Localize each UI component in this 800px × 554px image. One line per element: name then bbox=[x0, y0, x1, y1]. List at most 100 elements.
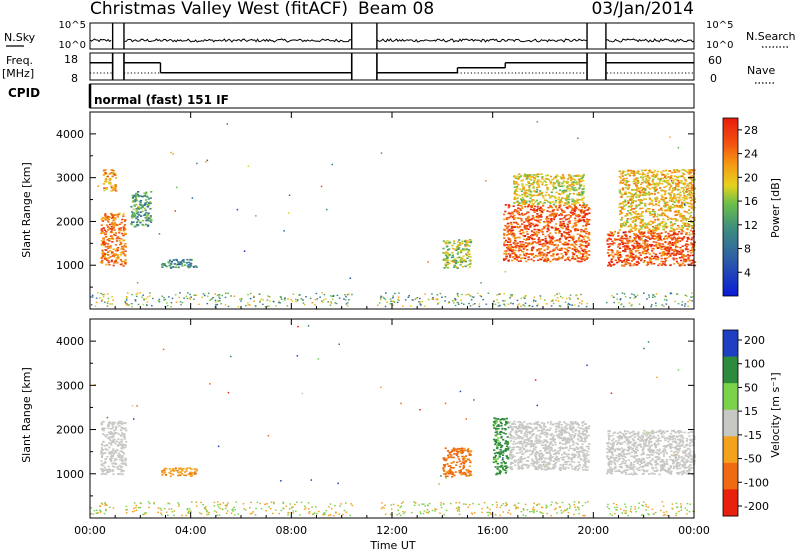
echo-cell bbox=[552, 185, 555, 188]
ground-scatter-cell bbox=[469, 305, 472, 307]
echo-cell bbox=[108, 173, 111, 175]
echo-cell bbox=[635, 204, 638, 207]
echo-cell bbox=[641, 247, 644, 249]
echo-cell bbox=[657, 243, 661, 245]
power-ylabel: Slant Range [km] bbox=[20, 162, 33, 258]
echo-cell bbox=[456, 452, 459, 454]
echo-cell bbox=[676, 176, 680, 179]
echo-cell bbox=[115, 190, 118, 192]
echo-cell bbox=[626, 248, 629, 251]
echo-cell bbox=[566, 257, 569, 260]
echo-cell bbox=[635, 245, 638, 248]
echo-cell bbox=[681, 225, 684, 227]
echo-cell bbox=[585, 258, 588, 260]
ground-scatter-cell bbox=[453, 302, 455, 304]
echo-cell bbox=[550, 220, 553, 222]
echo-cell bbox=[509, 232, 512, 235]
echo-cell bbox=[138, 200, 141, 203]
echo-cell bbox=[586, 218, 589, 221]
echo-cell bbox=[531, 176, 535, 178]
echo-cell bbox=[683, 260, 686, 263]
echo-cell bbox=[581, 199, 584, 201]
ground-scatter-cell bbox=[619, 298, 622, 301]
echo-cell bbox=[588, 207, 591, 210]
echo-cell bbox=[657, 234, 660, 237]
echo-cell bbox=[531, 460, 534, 462]
echo-cell bbox=[506, 241, 509, 243]
echo-cell bbox=[516, 255, 519, 257]
echo-cell bbox=[527, 221, 530, 224]
echo-cell bbox=[649, 202, 652, 204]
echo-cell bbox=[509, 246, 512, 249]
echo-cell bbox=[580, 240, 583, 243]
ground-scatter-cell bbox=[569, 298, 571, 300]
echo-cell bbox=[638, 173, 641, 175]
echo-cell bbox=[643, 198, 646, 200]
echo-cell bbox=[565, 189, 568, 192]
echo-cell bbox=[660, 255, 663, 257]
echo-cell bbox=[110, 230, 113, 233]
echo-cell bbox=[653, 232, 656, 234]
echo-cell bbox=[666, 179, 669, 182]
echo-cell bbox=[674, 246, 678, 248]
echo-cell bbox=[458, 448, 461, 450]
echo-cell bbox=[662, 218, 665, 220]
echo-cell bbox=[505, 234, 509, 236]
echo-cell bbox=[456, 453, 459, 456]
echo-cell bbox=[683, 176, 686, 179]
echo-cell bbox=[672, 232, 675, 234]
ground-scatter-cell bbox=[631, 293, 633, 295]
echo-cell bbox=[503, 218, 506, 221]
echo-cell bbox=[511, 252, 514, 255]
ground-scatter-cell bbox=[408, 295, 410, 297]
echo-cell bbox=[551, 236, 554, 238]
echo-cell bbox=[556, 253, 559, 256]
echo-cell bbox=[112, 453, 115, 455]
ground-scatter-cell bbox=[125, 303, 127, 305]
echo-cell bbox=[460, 250, 463, 252]
sparse-echo bbox=[196, 162, 198, 165]
echo-cell bbox=[516, 242, 519, 244]
echo-cell bbox=[515, 194, 518, 196]
echo-cell bbox=[683, 183, 686, 185]
echo-cell bbox=[657, 223, 660, 226]
echo-cell bbox=[107, 260, 110, 262]
echo-cell bbox=[454, 248, 457, 251]
echo-cell bbox=[541, 182, 544, 184]
echo-cell bbox=[624, 187, 627, 189]
echo-cell bbox=[551, 238, 554, 240]
echo-cell bbox=[103, 252, 106, 255]
echo-cell bbox=[103, 189, 106, 192]
echo-cell bbox=[136, 218, 140, 221]
echo-cell bbox=[143, 214, 146, 216]
echo-cell bbox=[634, 177, 637, 180]
echo-cell bbox=[519, 209, 522, 211]
echo-cell bbox=[447, 456, 450, 459]
echo-cell bbox=[117, 473, 120, 475]
echo-cell bbox=[530, 427, 533, 429]
echo-cell bbox=[685, 225, 688, 227]
echo-cell bbox=[543, 258, 547, 260]
echo-cell bbox=[107, 423, 110, 425]
echo-cell bbox=[146, 219, 149, 222]
echo-cell bbox=[661, 260, 665, 263]
echo-cell bbox=[108, 421, 111, 423]
echo-cell bbox=[533, 241, 536, 243]
echo-cell bbox=[580, 208, 583, 211]
echo-cell bbox=[111, 454, 114, 457]
echo-cell bbox=[652, 178, 655, 181]
echo-cell bbox=[119, 263, 122, 266]
echo-cell bbox=[518, 217, 521, 220]
ground-scatter-cell bbox=[404, 299, 407, 301]
ground-scatter-cell bbox=[91, 296, 94, 298]
echo-cell bbox=[618, 247, 622, 249]
ground-scatter-cell bbox=[523, 297, 525, 299]
echo-cell bbox=[459, 469, 463, 471]
echo-cell bbox=[516, 175, 519, 177]
echo-cell bbox=[520, 440, 523, 443]
echo-cell bbox=[461, 449, 464, 451]
echo-cell bbox=[519, 254, 522, 256]
echo-cell bbox=[444, 259, 447, 261]
echo-cell bbox=[500, 435, 503, 438]
